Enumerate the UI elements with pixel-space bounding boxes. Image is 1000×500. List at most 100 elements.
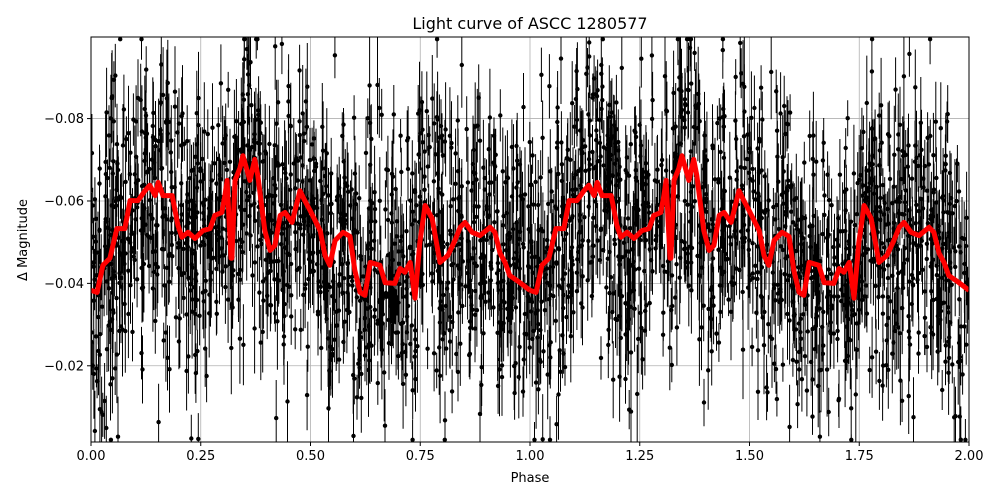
data-point [303,282,308,287]
data-point [657,224,662,229]
data-point [640,357,645,362]
data-point [165,80,170,86]
data-point [167,279,172,284]
data-point [363,150,369,156]
data-point [729,280,734,285]
data-point [120,143,126,148]
data-point [252,132,257,137]
data-point [600,97,605,103]
data-point [948,260,953,265]
data-point [399,350,404,356]
data-point [384,167,389,172]
data-point [918,120,923,126]
data-point [460,303,465,309]
data-point [907,335,912,340]
data-point [103,194,108,199]
data-point [139,350,144,356]
data-point [442,437,447,442]
data-point [273,44,278,49]
data-point [608,114,613,120]
data-point [956,340,962,346]
data-point [755,276,760,282]
data-point [869,69,875,74]
data-point [412,190,418,195]
data-point [449,262,454,268]
data-point [542,275,547,280]
data-point [241,97,247,102]
data-point [891,340,896,345]
data-point [712,177,718,182]
data-point [359,257,364,262]
data-point [439,238,445,243]
data-point [380,312,385,317]
data-point [828,331,833,336]
data-point [240,222,246,227]
data-point [379,291,385,296]
data-point [856,307,862,312]
data-point [439,304,444,309]
data-point [512,363,517,369]
data-point [535,335,540,340]
data-point [604,203,609,208]
data-point [520,197,525,202]
data-point [326,193,331,198]
data-point [103,171,109,177]
data-point [424,109,429,114]
data-point [104,425,109,431]
data-point [179,181,184,186]
data-point [431,250,437,256]
data-point [192,203,197,208]
data-point [849,303,854,308]
data-point [637,122,642,128]
data-point [536,202,541,208]
data-point [139,183,145,189]
data-point [696,273,702,278]
data-point [574,68,579,74]
data-point [623,253,628,258]
data-point [150,134,156,140]
data-point [181,271,186,276]
data-point [890,351,895,356]
data-point [693,103,698,108]
data-point [863,283,869,288]
data-point [214,311,219,316]
data-point [682,240,687,245]
data-point [308,251,313,256]
data-point [605,174,610,179]
data-point [718,149,723,155]
data-point [703,148,708,153]
data-point [706,222,711,227]
data-point [413,376,418,382]
data-point [610,309,615,315]
data-point [318,178,323,184]
data-point [655,167,660,172]
data-point [742,235,747,241]
data-point [451,277,456,282]
data-point [436,190,442,195]
data-point [420,140,425,145]
data-point [468,325,473,331]
data-point [109,317,115,322]
data-point [630,247,635,252]
data-point [896,211,902,216]
data-point [405,303,411,309]
data-point [229,345,234,351]
data-point [300,111,305,116]
data-point [554,260,559,265]
data-point [435,268,440,274]
data-point [817,306,822,311]
data-point [311,136,317,141]
data-point [354,295,360,300]
data-point [193,370,199,376]
data-point [517,344,522,350]
data-point [193,352,198,358]
data-point [530,270,535,275]
data-point [778,111,783,116]
data-point [826,267,831,272]
data-point [257,290,262,295]
data-point [507,230,512,236]
data-point [132,257,137,263]
data-point [301,138,307,144]
data-point [456,241,462,247]
data-point [623,301,628,306]
